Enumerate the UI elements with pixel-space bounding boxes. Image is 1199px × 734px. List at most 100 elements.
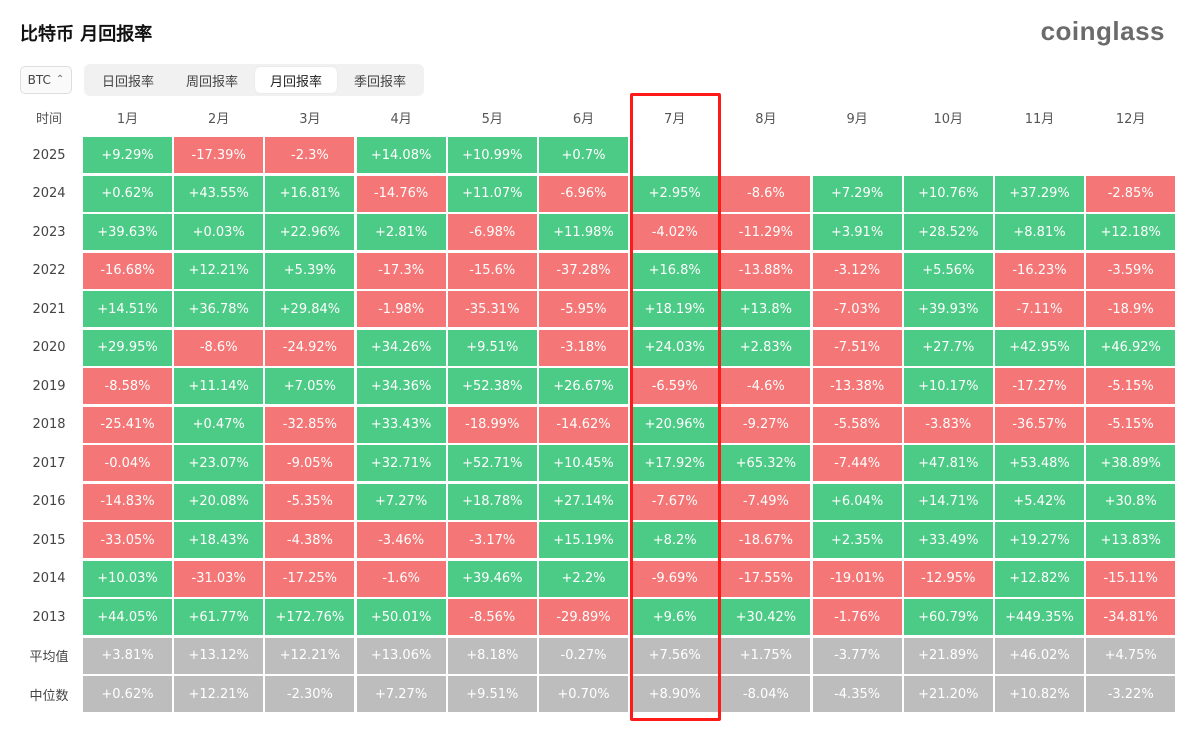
return-cell: +34.36% — [356, 368, 446, 404]
return-cell: +42.95% — [995, 329, 1084, 366]
month-header: 8月 — [755, 111, 777, 127]
return-cell: +2.35% — [812, 522, 902, 558]
return-cell: +5.39% — [265, 252, 355, 289]
return-cell: -6.98% — [447, 214, 537, 250]
return-cell: +10.99% — [447, 137, 537, 173]
return-cell: -3.83% — [903, 406, 993, 443]
return-cell: +0.62% — [83, 676, 172, 712]
return-cell: +0.47% — [174, 406, 264, 443]
return-cell: -25.41% — [83, 406, 172, 443]
return-cell: +13.83% — [1086, 522, 1176, 558]
page-title: 比特币 月回报率 — [20, 24, 153, 45]
month-header: 4月 — [390, 111, 412, 127]
return-cell: +32.71% — [356, 445, 446, 481]
asset-select[interactable]: BTC ⌃ — [20, 66, 72, 94]
return-cell: +26.67% — [539, 368, 628, 404]
return-cell: +7.27% — [356, 483, 446, 520]
return-cell: +0.7% — [539, 137, 628, 173]
return-cell: +7.56% — [630, 637, 720, 674]
return-cell: -3.22% — [1086, 676, 1176, 712]
month-header: 7月 — [664, 111, 686, 127]
tab-quarterly-return[interactable]: 季回报率 — [354, 74, 407, 90]
return-cell: +43.55% — [174, 175, 264, 212]
return-cell: +38.89% — [1086, 445, 1176, 481]
year-label: 2015 — [32, 532, 66, 548]
return-cell: -35.31% — [447, 291, 537, 327]
return-cell: -17.39% — [174, 137, 264, 173]
return-cell: -7.67% — [630, 483, 720, 520]
return-cell: -14.83% — [83, 483, 172, 520]
return-cell: +2.2% — [539, 560, 628, 597]
return-cell: +4.75% — [1086, 637, 1176, 674]
return-cell: +24.03% — [630, 329, 720, 366]
return-cell: +29.95% — [83, 329, 172, 366]
return-cell: +33.49% — [903, 522, 993, 558]
return-cell: -15.11% — [1086, 560, 1176, 597]
empty-cell — [1086, 137, 1175, 173]
return-cell: +9.6% — [630, 599, 720, 635]
return-cell: +9.51% — [447, 676, 537, 712]
return-cell: -5.58% — [812, 406, 902, 443]
return-cell: +11.14% — [174, 368, 264, 404]
year-label: 2017 — [32, 455, 66, 471]
year-label: 2014 — [32, 571, 66, 586]
return-cell: +8.90% — [630, 676, 720, 712]
return-cell: -17.25% — [265, 560, 355, 597]
month-header: 11月 — [1024, 111, 1055, 127]
return-cell: -3.18% — [539, 329, 628, 366]
return-cell: -17.27% — [995, 368, 1084, 404]
return-cell: -2.3% — [265, 137, 355, 173]
return-cell: +10.76% — [903, 175, 993, 212]
return-cell: +44.05% — [83, 599, 172, 635]
return-cell: +61.77% — [174, 599, 264, 635]
year-label: 2024 — [32, 186, 66, 201]
time-column-header: 时间 — [35, 111, 62, 127]
return-cell: +14.51% — [83, 291, 172, 327]
return-cell: +22.96% — [265, 214, 355, 250]
return-cell: +172.76% — [265, 599, 355, 635]
tab-weekly-return[interactable]: 周回报率 — [186, 74, 239, 90]
month-header: 12月 — [1115, 111, 1146, 127]
return-cell: +13.12% — [174, 637, 264, 674]
return-cell: -15.6% — [447, 252, 537, 289]
return-cell: +21.89% — [903, 637, 993, 674]
tab-monthly-return[interactable]: 月回报率 — [255, 67, 338, 93]
return-cell: -13.88% — [721, 252, 811, 289]
return-cell: -9.27% — [721, 406, 811, 443]
return-cell: +16.81% — [265, 175, 355, 212]
month-header: 2月 — [208, 111, 230, 127]
return-cell: +14.08% — [356, 137, 446, 173]
return-cell: +449.35% — [995, 599, 1084, 635]
return-cell: +37.29% — [995, 175, 1084, 212]
return-cell: -7.11% — [995, 291, 1084, 327]
summary-label: 平均值 — [29, 650, 69, 665]
return-cell: +11.07% — [447, 175, 537, 212]
return-cell: -18.99% — [447, 406, 537, 443]
return-cell: -31.03% — [174, 560, 264, 597]
return-cell: +2.83% — [721, 329, 811, 366]
year-label: 2025 — [32, 147, 66, 163]
return-cell: +46.92% — [1086, 329, 1176, 366]
return-cell: -7.03% — [812, 291, 902, 327]
empty-cell — [904, 137, 993, 173]
asset-select-value: BTC — [27, 73, 51, 87]
return-cell: -14.62% — [539, 406, 628, 443]
return-cell: +10.03% — [83, 560, 172, 597]
return-cell: +6.04% — [812, 483, 902, 520]
empty-cell — [995, 137, 1084, 173]
return-cell: +17.92% — [630, 445, 720, 481]
return-cell: -8.58% — [83, 368, 172, 404]
tab-daily-return[interactable]: 日回报率 — [102, 74, 155, 90]
return-cell: +11.98% — [539, 214, 628, 250]
return-cell: +50.01% — [356, 599, 446, 635]
return-cell: -16.68% — [83, 252, 172, 289]
return-cell: +5.56% — [903, 252, 993, 289]
return-cell: +36.78% — [174, 291, 264, 327]
return-cell: +7.27% — [356, 676, 446, 712]
return-cell: +8.18% — [447, 637, 537, 674]
month-header: 6月 — [572, 111, 595, 127]
return-cell: +39.93% — [903, 291, 993, 327]
return-cell: +9.51% — [447, 329, 537, 366]
return-cell: +3.91% — [812, 214, 902, 250]
return-cell: +13.06% — [356, 637, 446, 674]
